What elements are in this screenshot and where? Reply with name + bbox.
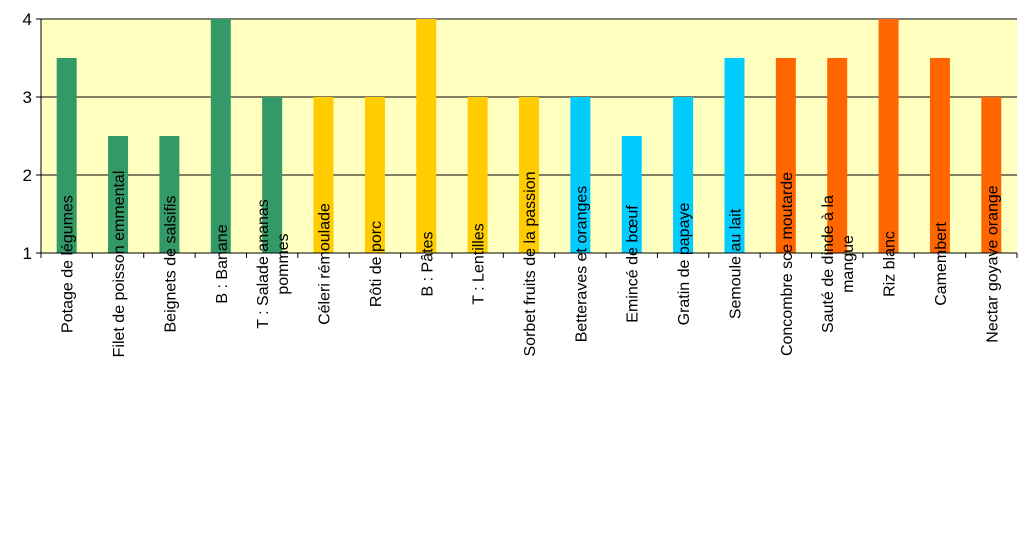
x-tick-label: T : Lentilles bbox=[471, 223, 488, 305]
x-tick-label-line: Sauté de dinde à la bbox=[820, 195, 837, 333]
y-tick-label: 4 bbox=[23, 10, 32, 29]
x-tick-label: Sorbet fruits de la passion bbox=[522, 172, 539, 357]
bar bbox=[364, 97, 385, 253]
x-tick-label-line: Camembert bbox=[933, 222, 950, 306]
x-tick-label-line: Filet de poisson emmental bbox=[111, 171, 128, 358]
x-tick-label: T : Salade ananas pommes bbox=[255, 199, 292, 329]
bar bbox=[673, 97, 694, 253]
bar bbox=[981, 97, 1002, 253]
x-tick-label-line: Sorbet fruits de la passion bbox=[522, 172, 539, 357]
bar bbox=[108, 136, 129, 253]
x-tick-label-line: Gratin de papaye bbox=[676, 203, 693, 326]
x-tick-label-line: pommes bbox=[275, 233, 292, 294]
x-tick-label: Semoule au lait bbox=[727, 208, 744, 319]
bar bbox=[775, 58, 796, 253]
x-tick-label: Camembert bbox=[933, 222, 950, 306]
x-tick-label-line: Betteraves et oranges bbox=[573, 186, 590, 343]
x-tick-label-line: Céleri rémoulade bbox=[317, 203, 334, 325]
x-tick-label: Sauté de dinde à la mangue bbox=[820, 195, 857, 333]
x-tick-label: Potage de légumes bbox=[60, 195, 77, 333]
bar bbox=[262, 97, 283, 253]
bar bbox=[467, 97, 488, 253]
bar bbox=[570, 97, 591, 253]
bar bbox=[929, 58, 950, 253]
x-tick-label: Céleri rémoulade bbox=[317, 203, 334, 325]
x-tick-label: Concombre sce moutarde bbox=[779, 172, 796, 356]
bar bbox=[878, 19, 899, 253]
bar bbox=[827, 58, 848, 253]
x-tick-label: Betteraves et oranges bbox=[573, 186, 590, 343]
x-tick-label: Gratin de papaye bbox=[676, 203, 693, 326]
x-tick-label-line: Nectar goyave orange bbox=[984, 185, 1001, 343]
x-tick-label-line: Concombre sce moutarde bbox=[779, 172, 796, 356]
x-tick-label: Riz blanc bbox=[882, 231, 899, 297]
bar bbox=[159, 136, 180, 253]
x-tick-label: Emincé de bœuf bbox=[625, 205, 642, 323]
x-tick-label-line: Beignets de salsifis bbox=[162, 196, 179, 333]
x-tick-label-line: Potage de légumes bbox=[60, 195, 77, 333]
x-tick-label-line: T : Salade ananas bbox=[255, 199, 272, 329]
x-tick-label-line: mangue bbox=[840, 235, 857, 293]
bar bbox=[210, 19, 231, 253]
y-tick-label: 3 bbox=[23, 88, 32, 107]
x-tick-label: Filet de poisson emmental bbox=[111, 171, 128, 358]
bar bbox=[313, 97, 334, 253]
x-tick-label-line: B : Pâtes bbox=[419, 232, 436, 297]
y-tick-label: 2 bbox=[23, 166, 32, 185]
bar bbox=[621, 136, 642, 253]
x-tick-label: Rôti de porc bbox=[368, 221, 385, 307]
x-tick-label-line: Semoule au lait bbox=[727, 208, 744, 319]
bar bbox=[416, 19, 437, 253]
bar bbox=[724, 58, 745, 253]
x-tick-label: Nectar goyave orange bbox=[984, 185, 1001, 343]
x-tick-label-line: T : Lentilles bbox=[471, 223, 488, 305]
x-tick-label: B : Pâtes bbox=[419, 232, 436, 297]
bar bbox=[519, 97, 539, 253]
x-tick-label-line: B : Banane bbox=[214, 224, 231, 303]
x-tick-label-line: Emincé de bœuf bbox=[625, 205, 642, 323]
x-tick-label: Beignets de salsifis bbox=[162, 196, 179, 333]
bar bbox=[56, 58, 77, 253]
x-tick-label-line: Rôti de porc bbox=[368, 221, 385, 307]
y-tick-label: 1 bbox=[23, 244, 32, 263]
x-tick-label-line: Riz blanc bbox=[882, 231, 899, 297]
x-tick-label: B : Banane bbox=[214, 224, 231, 303]
